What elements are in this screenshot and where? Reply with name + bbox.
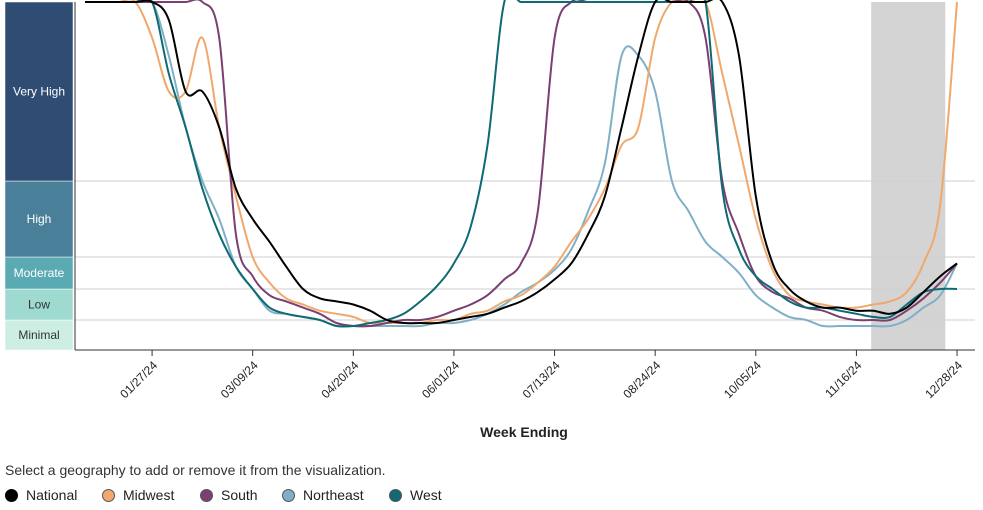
legend-item-northeast[interactable]: Northeast: [282, 487, 364, 503]
legend-marker: [5, 488, 18, 502]
series-line-northeast: [84, 0, 958, 328]
x-tick-label: 10/05/24: [721, 358, 764, 401]
x-tick-label: 08/24/24: [620, 358, 663, 401]
x-tick-label: 03/09/24: [218, 358, 261, 401]
level-band: [4, 319, 74, 351]
level-label: Very High: [13, 85, 65, 99]
level-label: High: [27, 212, 52, 226]
legend-instructions: Select a geography to add or remove it f…: [5, 462, 386, 478]
level-band: [4, 180, 74, 258]
level-label: Low: [28, 298, 50, 312]
legend-item-west[interactable]: West: [389, 487, 442, 503]
x-tick-label: 01/27/24: [117, 358, 160, 401]
legend-marker: [389, 488, 402, 502]
x-tick-label: 06/01/24: [419, 358, 462, 401]
legend-marker: [282, 488, 295, 502]
chart-svg: Minimal Low Moderate High Very High 01/27/24 0…: [4, 0, 975, 401]
level-label: Moderate: [14, 266, 65, 280]
x-tick-label: 07/13/24: [520, 358, 563, 401]
legend-label: Midwest: [123, 487, 175, 503]
series-line-midwest: [84, 0, 958, 325]
x-tick-label: 12/28/24: [922, 358, 965, 401]
level-band: [4, 1, 74, 182]
series-line-national: [84, 0, 958, 325]
series-line-south: [84, 0, 958, 328]
level-band: [4, 288, 74, 321]
legend-label: West: [410, 487, 442, 503]
chart: Minimal Low Moderate High Very High 01/27/24 0…: [4, 0, 975, 440]
x-axis-title: Week Ending: [480, 424, 568, 440]
level-band: [4, 256, 74, 290]
x-tick-label: 11/16/24: [822, 358, 865, 401]
legend-item-midwest[interactable]: Midwest: [102, 487, 174, 503]
legend-marker: [200, 488, 213, 502]
legend-label: Northeast: [303, 487, 364, 503]
forecast-shaded-region: [871, 2, 946, 350]
legend-item-national[interactable]: National: [5, 487, 77, 503]
series-line-west: [84, 0, 958, 328]
legend-label: South: [221, 487, 258, 503]
legend-marker: [102, 488, 115, 502]
level-label: Minimal: [18, 328, 59, 342]
legend-label: National: [26, 487, 78, 503]
legend-item-south[interactable]: South: [200, 487, 258, 503]
legend: National Midwest South Northeast West: [5, 487, 605, 509]
x-tick-label: 04/20/24: [319, 358, 362, 401]
